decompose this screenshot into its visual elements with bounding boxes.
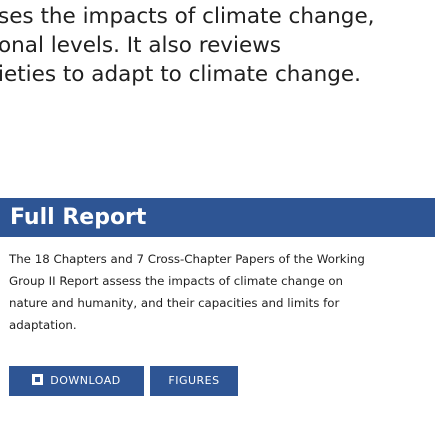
intro-text: ses the impacts of climate change, onal …: [0, 2, 448, 89]
description-line: Group II Report assess the impacts of cl…: [9, 274, 344, 288]
figures-label: FIGURES: [168, 374, 220, 387]
download-button[interactable]: DOWNLOAD: [9, 366, 144, 396]
description-line: adaptation.: [9, 318, 77, 332]
intro-line: onal levels. It also reviews: [0, 33, 282, 58]
intro-line: ieties to adapt to climate change.: [0, 62, 361, 87]
book-icon: [32, 374, 44, 385]
intro-line: ses the impacts of climate change,: [0, 4, 375, 29]
card-title: Full Report: [0, 198, 435, 237]
full-report-card: Full Report The 18 Chapters and 7 Cross-…: [0, 198, 448, 448]
card-description: The 18 Chapters and 7 Cross-Chapter Pape…: [9, 248, 429, 336]
description-line: The 18 Chapters and 7 Cross-Chapter Pape…: [9, 252, 365, 266]
download-label: DOWNLOAD: [50, 374, 121, 387]
figures-button[interactable]: FIGURES: [150, 366, 238, 396]
description-line: nature and humanity, and their capacitie…: [9, 296, 340, 310]
